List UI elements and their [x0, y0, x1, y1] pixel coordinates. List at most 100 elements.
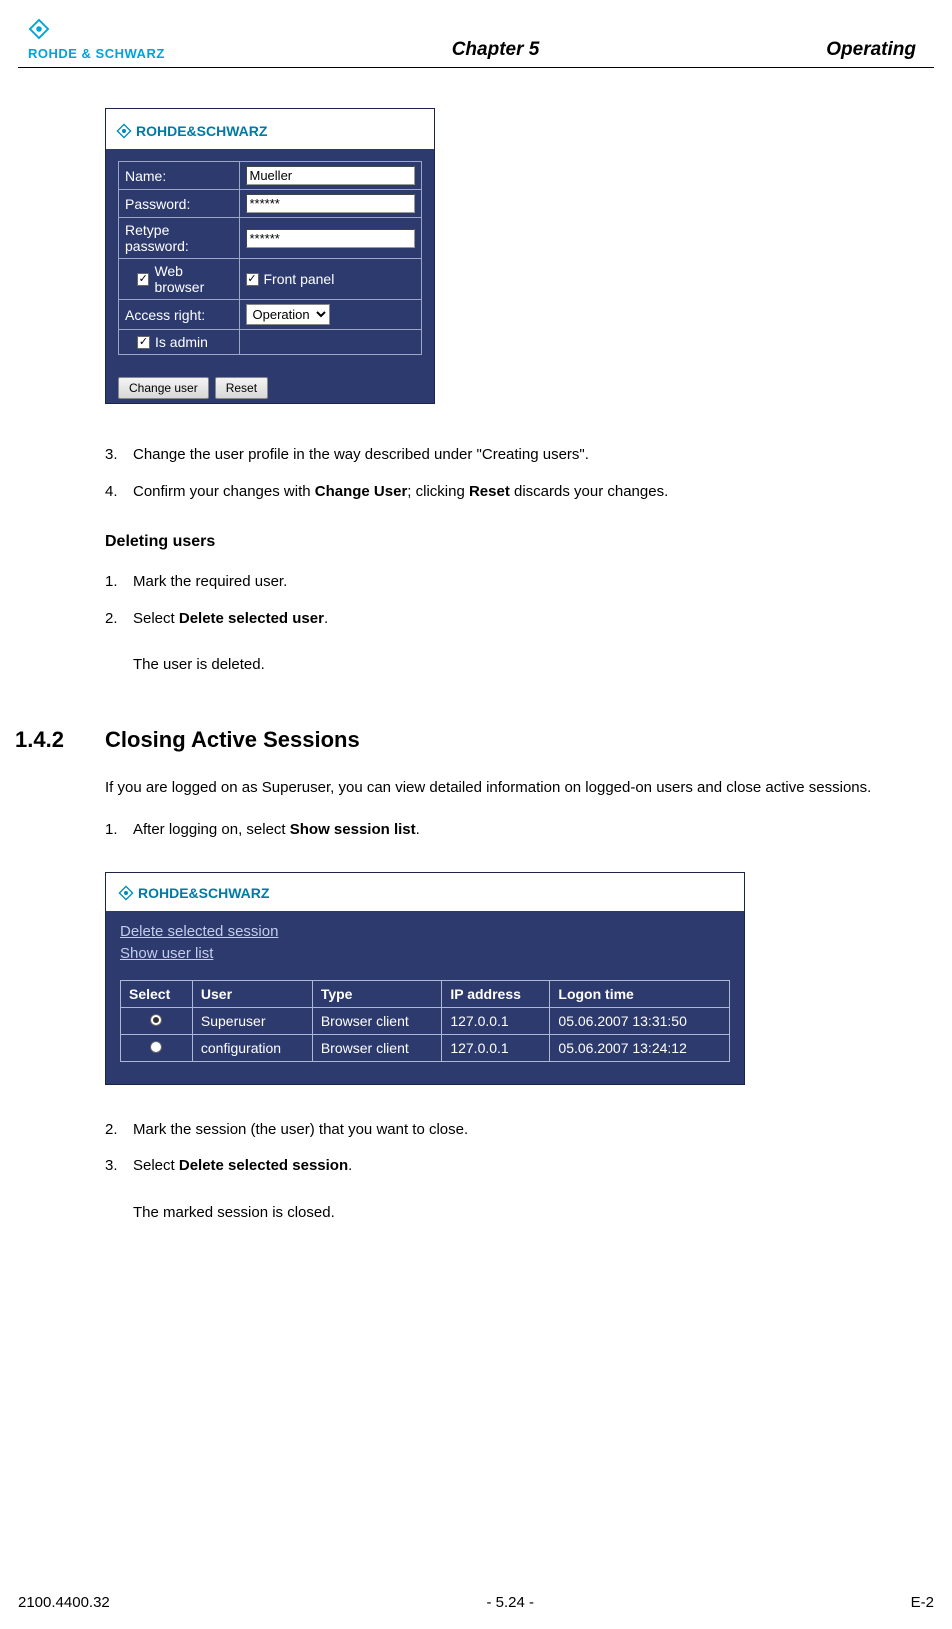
panel-header: ROHDE&SCHWARZ	[106, 873, 744, 911]
session-list-panel: ROHDE&SCHWARZ Delete selected session Sh…	[105, 872, 745, 1085]
delete-session-link[interactable]: Delete selected session	[120, 921, 730, 944]
panel-brand: ROHDE&SCHWARZ	[118, 885, 734, 901]
deleting-users-heading: Deleting users	[105, 533, 912, 551]
front-panel-checkbox[interactable]: ✓ Front panel	[246, 271, 416, 287]
step-number: 3.	[105, 1155, 123, 1178]
step-number: 1.	[105, 819, 123, 842]
cell-ip: 127.0.0.1	[442, 1034, 550, 1061]
reset-button[interactable]: Reset	[215, 377, 268, 399]
change-user-button[interactable]: Change user	[118, 377, 209, 399]
name-label: Name:	[119, 162, 240, 190]
show-user-list-link[interactable]: Show user list	[120, 943, 730, 966]
password-label: Password:	[119, 190, 240, 218]
step-number: 1.	[105, 571, 123, 594]
cell-type: Browser client	[312, 1007, 442, 1034]
web-browser-checkbox[interactable]: ✓ Web browser	[137, 263, 233, 295]
section-intro: If you are logged on as Superuser, you c…	[105, 777, 912, 800]
footer-left: 2100.4400.32	[18, 1594, 110, 1611]
text-fragment: .	[348, 1157, 352, 1174]
cell-logon: 05.06.2007 13:24:12	[550, 1034, 730, 1061]
session-result: The marked session is closed.	[133, 1202, 912, 1225]
table-row: Superuser Browser client 127.0.0.1 05.06…	[121, 1007, 730, 1034]
brand-text: ROHDE & SCHWARZ	[28, 46, 165, 61]
diamond-icon	[118, 885, 134, 901]
step-text: Select Delete selected session.	[133, 1155, 912, 1178]
step-text: Confirm your changes with Change User; c…	[133, 481, 912, 504]
page-footer: 2100.4400.32 - 5.24 - E-2	[18, 1594, 934, 1611]
user-edit-panel: ROHDE&SCHWARZ Name: Password: Retype pas…	[105, 108, 435, 404]
page-content: ROHDE&SCHWARZ Name: Password: Retype pas…	[0, 68, 952, 1224]
brand-logo: ROHDE & SCHWARZ	[28, 18, 165, 61]
cell-user: Superuser	[192, 1007, 312, 1034]
col-type: Type	[312, 980, 442, 1007]
text-fragment: Confirm your changes with	[133, 483, 315, 500]
panel-brand-text: ROHDE&SCHWARZ	[136, 123, 267, 139]
session-radio[interactable]	[150, 1041, 162, 1053]
cell-user: configuration	[192, 1034, 312, 1061]
text-fragment: .	[416, 821, 420, 838]
table-row: configuration Browser client 127.0.0.1 0…	[121, 1034, 730, 1061]
text-fragment: Select	[133, 610, 179, 627]
diamond-icon	[116, 123, 132, 139]
col-select: Select	[121, 980, 193, 1007]
text-bold: Delete selected user	[179, 610, 324, 627]
col-ip: IP address	[442, 980, 550, 1007]
panel-header: ROHDE&SCHWARZ	[106, 109, 434, 149]
text-bold: Show session list	[290, 821, 416, 838]
change-user-steps: 3. Change the user profile in the way de…	[105, 444, 912, 503]
password-input[interactable]	[246, 194, 416, 213]
panel-button-row: Change user Reset	[106, 367, 434, 403]
check-icon: ✓	[246, 273, 259, 286]
panel-brand: ROHDE&SCHWARZ	[116, 123, 424, 139]
header-section-label: Operating	[826, 39, 916, 61]
section-heading: 1.4.2 Closing Active Sessions	[15, 727, 912, 753]
cell-ip: 127.0.0.1	[442, 1007, 550, 1034]
access-right-select[interactable]: Operation	[246, 304, 330, 325]
text-fragment: After logging on, select	[133, 821, 290, 838]
step-number: 2.	[105, 608, 123, 631]
access-right-label: Access right:	[119, 300, 240, 330]
text-fragment: discards your changes.	[510, 483, 668, 500]
session-table: Select User Type IP address Logon time S…	[120, 980, 730, 1062]
step-text: Change the user profile in the way descr…	[133, 444, 912, 467]
session-steps: 2. Mark the session (the user) that you …	[105, 1119, 912, 1178]
user-form-table: Name: Password: Retype password: ✓ Web b…	[118, 161, 422, 355]
col-logon: Logon time	[550, 980, 730, 1007]
text-fragment: ; clicking	[407, 483, 469, 500]
footer-right: E-2	[911, 1594, 934, 1611]
step-text: After logging on, select Show session li…	[133, 819, 912, 842]
section-title: Closing Active Sessions	[105, 727, 360, 753]
web-browser-label: Web browser	[154, 263, 232, 295]
retype-label: Retype password:	[119, 218, 240, 259]
is-admin-checkbox[interactable]: ✓ Is admin	[137, 334, 233, 350]
section-number: 1.4.2	[15, 727, 77, 753]
text-bold: Delete selected session	[179, 1157, 348, 1174]
name-input[interactable]	[246, 166, 416, 185]
panel-brand-text: ROHDE&SCHWARZ	[138, 885, 269, 901]
retype-input[interactable]	[246, 229, 416, 248]
text-fragment: .	[324, 610, 328, 627]
footer-center: - 5.24 -	[486, 1594, 534, 1611]
step-number: 2.	[105, 1119, 123, 1142]
panel-links: Delete selected session Show user list	[106, 911, 744, 980]
step-number: 4.	[105, 481, 123, 504]
step-text: Mark the session (the user) that you wan…	[133, 1119, 912, 1142]
session-radio[interactable]	[150, 1014, 162, 1026]
diamond-icon	[28, 18, 50, 40]
text-bold: Change User	[315, 483, 408, 500]
page-header: ROHDE & SCHWARZ Chapter 5 Operating	[18, 0, 934, 68]
check-icon: ✓	[137, 273, 149, 286]
panel-body: Name: Password: Retype password: ✓ Web b…	[106, 149, 434, 367]
text-bold: Reset	[469, 483, 510, 500]
step-number: 3.	[105, 444, 123, 467]
deleting-steps: 1. Mark the required user. 2. Select Del…	[105, 571, 912, 630]
is-admin-label: Is admin	[155, 334, 208, 350]
session-step-1: 1. After logging on, select Show session…	[105, 819, 912, 842]
col-user: User	[192, 980, 312, 1007]
chapter-title: Chapter 5	[452, 39, 540, 61]
step-text: Mark the required user.	[133, 571, 912, 594]
step-text: Select Delete selected user.	[133, 608, 912, 631]
cell-type: Browser client	[312, 1034, 442, 1061]
deleting-result: The user is deleted.	[133, 654, 912, 677]
check-icon: ✓	[137, 336, 150, 349]
